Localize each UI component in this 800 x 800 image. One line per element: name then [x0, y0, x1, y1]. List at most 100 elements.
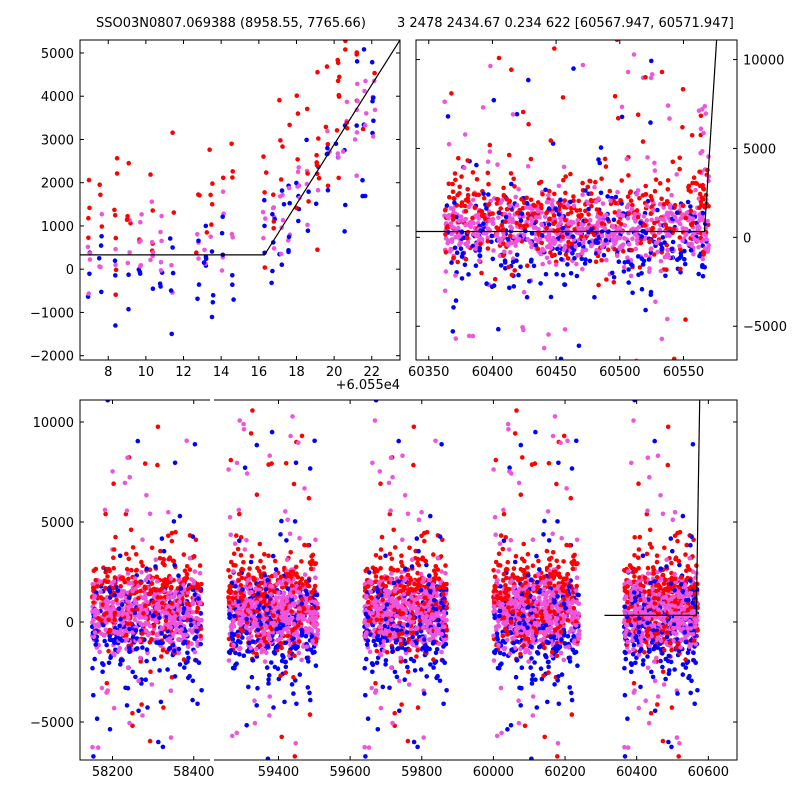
data-point	[139, 604, 144, 610]
data-point	[618, 212, 623, 218]
data-point	[283, 461, 289, 466]
data-point	[343, 40, 348, 44]
data-point	[453, 177, 458, 183]
data-point	[432, 660, 438, 666]
data-point	[261, 617, 266, 623]
axes-frame	[415, 39, 738, 361]
data-point	[602, 226, 608, 231]
data-point	[96, 255, 102, 261]
data-point	[361, 47, 367, 52]
data-point	[308, 697, 313, 703]
data-point	[380, 643, 386, 648]
data-point	[295, 589, 301, 595]
data-point	[450, 213, 456, 219]
data-point	[143, 603, 148, 609]
data-point	[489, 284, 495, 290]
data-point	[688, 216, 694, 221]
data-point	[485, 170, 491, 176]
data-point	[133, 786, 138, 791]
data-point	[323, 124, 329, 130]
data-point	[387, 685, 392, 691]
data-point	[404, 630, 410, 635]
data-point	[241, 427, 247, 432]
data-point	[192, 442, 198, 447]
data-point	[95, 584, 100, 589]
data-point	[594, 207, 600, 212]
data-point	[167, 636, 173, 641]
data-point	[389, 556, 395, 562]
data-point	[500, 227, 506, 232]
data-point	[104, 680, 110, 686]
data-point	[263, 170, 269, 175]
data-point	[442, 288, 448, 294]
data-point	[421, 735, 427, 740]
data-point	[663, 273, 668, 279]
data-point	[139, 702, 144, 707]
data-point	[252, 698, 257, 703]
data-point	[299, 576, 305, 581]
data-point	[275, 666, 281, 671]
data-point	[386, 480, 392, 486]
data-point	[271, 705, 276, 710]
data-point	[652, 233, 657, 239]
data-point	[373, 553, 379, 558]
data-point	[262, 223, 267, 229]
data-point	[487, 212, 493, 217]
data-point	[604, 212, 609, 218]
data-point	[297, 672, 303, 677]
data-point	[450, 189, 456, 194]
data-point	[210, 181, 215, 186]
data-point	[653, 240, 659, 246]
data-point	[559, 257, 564, 262]
data-point	[652, 220, 657, 226]
data-point	[118, 658, 124, 663]
data-point	[342, 229, 347, 234]
data-point	[231, 297, 236, 302]
data-point	[147, 738, 153, 744]
data-point	[453, 234, 458, 240]
data-point	[399, 559, 404, 565]
data-point	[444, 225, 450, 231]
data-point	[697, 191, 703, 197]
data-point	[631, 52, 637, 57]
data-point	[489, 233, 495, 239]
data-point	[576, 213, 581, 218]
data-point	[191, 578, 196, 584]
data-point	[269, 429, 275, 435]
data-point	[242, 465, 248, 471]
data-point	[124, 566, 130, 572]
data-point	[701, 237, 706, 243]
data-point	[254, 600, 260, 605]
data-point	[653, 299, 658, 305]
data-point	[652, 168, 658, 173]
data-point	[439, 569, 444, 574]
data-point	[154, 619, 159, 624]
data-point	[648, 247, 654, 252]
data-point	[120, 575, 125, 580]
data-point	[443, 232, 448, 237]
data-point	[189, 641, 194, 646]
data-point	[273, 573, 279, 579]
data-point	[364, 782, 369, 787]
data-point	[158, 268, 164, 273]
data-point	[616, 208, 622, 214]
data-point	[528, 240, 533, 245]
data-point	[362, 16, 367, 21]
data-point	[533, 237, 538, 242]
data-point	[510, 112, 516, 117]
data-point	[443, 570, 448, 576]
data-point	[227, 514, 233, 520]
data-point	[658, 216, 664, 222]
data-point	[130, 607, 135, 613]
data-point	[539, 233, 545, 238]
data-point	[505, 242, 510, 247]
data-point	[247, 627, 253, 633]
data-point	[520, 325, 525, 330]
data-point	[604, 257, 609, 263]
data-point	[108, 655, 113, 661]
data-point	[304, 644, 310, 649]
data-point	[462, 203, 468, 209]
data-point	[603, 164, 609, 169]
data-point	[569, 241, 575, 247]
data-point	[378, 481, 383, 487]
